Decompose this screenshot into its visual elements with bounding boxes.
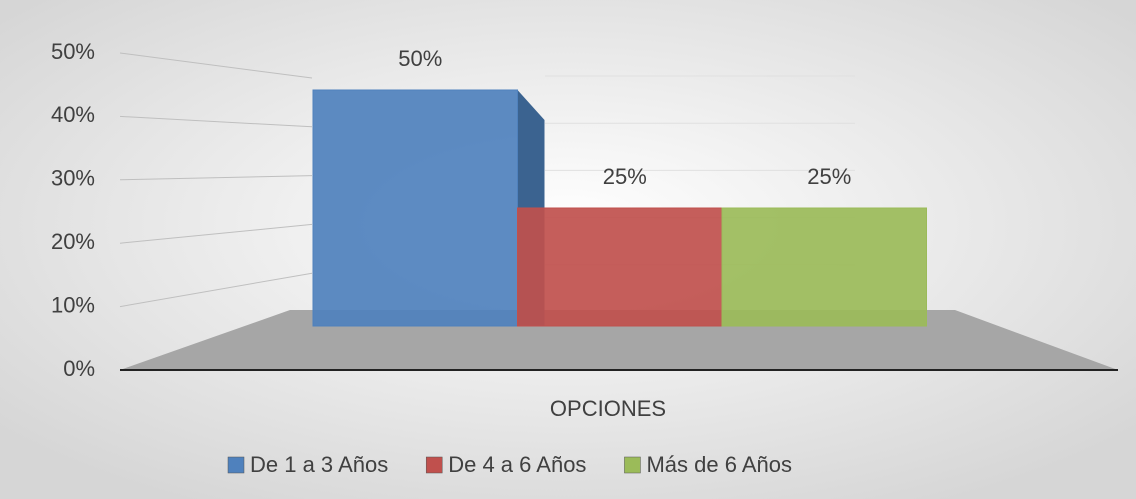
legend-swatch <box>425 456 443 474</box>
grid-line <box>119 272 313 308</box>
bar <box>721 207 927 327</box>
data-label: 25% <box>603 164 647 189</box>
legend-swatch <box>227 456 245 474</box>
data-label: 25% <box>807 164 851 189</box>
legend-label: De 1 a 3 Años <box>250 452 388 477</box>
y-tick-label: 40% <box>51 102 95 127</box>
y-tick-label: 10% <box>51 292 95 317</box>
grid-line <box>119 115 313 128</box>
y-tick-label: 0% <box>63 356 95 381</box>
bar <box>517 207 723 327</box>
legend-label: Más de 6 Años <box>646 452 792 477</box>
y-tick-label: 50% <box>51 39 95 64</box>
y-tick-label: 20% <box>51 229 95 254</box>
grid-line <box>119 223 313 244</box>
grid-line <box>119 52 313 79</box>
data-label: 50% <box>398 46 442 71</box>
legend-label: De 4 a 6 Años <box>448 452 586 477</box>
bar <box>312 89 518 327</box>
grid-line <box>119 175 313 181</box>
legend-swatch <box>624 456 641 474</box>
x-category-label: OPCIONES <box>550 396 666 421</box>
y-tick-label: 30% <box>51 166 95 191</box>
